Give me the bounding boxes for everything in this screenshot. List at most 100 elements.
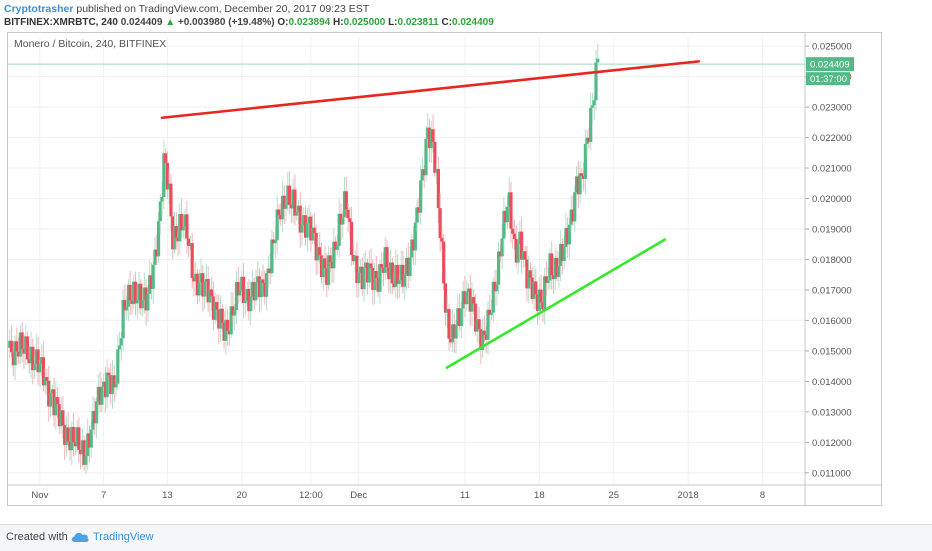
open-label: O: bbox=[277, 17, 289, 28]
tradingview-brand-link[interactable]: TradingView bbox=[93, 531, 154, 543]
candle-up bbox=[233, 309, 237, 316]
candle-up bbox=[466, 288, 471, 292]
candle-down bbox=[112, 375, 116, 388]
candle-down bbox=[179, 214, 184, 231]
candle-down bbox=[504, 210, 508, 223]
candle-down bbox=[93, 411, 97, 424]
y-tick-label: 0.013000 bbox=[812, 407, 852, 418]
author-link[interactable]: Cryptotrasher bbox=[4, 3, 74, 15]
last-price-tag bbox=[806, 57, 854, 72]
candle-up bbox=[151, 264, 155, 289]
candle-up bbox=[341, 217, 345, 225]
x-tick-label: Dec bbox=[350, 490, 367, 501]
candle-up bbox=[342, 191, 347, 218]
y-tick-label: 0.022000 bbox=[812, 133, 852, 144]
symbol-info: BITFINEX:XMRBTC, 240 0.024409 ▲ +0.00398… bbox=[4, 17, 494, 28]
candle-down bbox=[484, 334, 488, 340]
candle-up bbox=[546, 280, 550, 284]
candle-down bbox=[144, 287, 148, 311]
candle-up bbox=[558, 244, 563, 267]
candle-up bbox=[13, 341, 17, 366]
candle-up bbox=[194, 273, 198, 282]
candle-down bbox=[479, 329, 483, 350]
candle-up bbox=[40, 357, 44, 364]
candle-up bbox=[259, 279, 263, 298]
candle-down bbox=[566, 227, 570, 245]
candle-up bbox=[388, 262, 393, 280]
price-chart[interactable]: 0.0250000.0240000.0230000.0220000.021000… bbox=[8, 33, 881, 505]
candle-down bbox=[385, 247, 389, 268]
chart-panel[interactable]: 0.0250000.0240000.0230000.0220000.021000… bbox=[7, 32, 882, 506]
candle-down bbox=[380, 264, 384, 268]
candle-up bbox=[266, 268, 270, 274]
candle-up bbox=[114, 383, 118, 388]
candle-down bbox=[555, 257, 559, 277]
candle-down bbox=[498, 251, 502, 257]
countdown-tag-text: 01:37:00 bbox=[810, 74, 847, 85]
candle-down bbox=[164, 153, 168, 163]
candle-down bbox=[392, 283, 396, 288]
candle-up bbox=[96, 386, 100, 402]
candle-up bbox=[537, 289, 541, 311]
candle-up bbox=[465, 291, 469, 305]
candle-down bbox=[541, 302, 545, 310]
publish-info: Cryptotrasher published on TradingView.c… bbox=[4, 3, 369, 15]
candle-down bbox=[47, 380, 51, 407]
candle-up bbox=[119, 338, 123, 346]
candle-down bbox=[387, 267, 391, 280]
candle-up bbox=[29, 346, 33, 364]
candle-down bbox=[231, 306, 235, 316]
candle-down bbox=[57, 404, 61, 427]
candle-up bbox=[86, 433, 90, 456]
candle-down bbox=[268, 268, 272, 274]
candle-down bbox=[433, 141, 437, 173]
candle-up bbox=[153, 249, 157, 265]
x-tick-label: 11 bbox=[460, 490, 470, 501]
candle-down bbox=[344, 191, 348, 210]
candle-up bbox=[295, 211, 299, 216]
x-tick-label: 2018 bbox=[678, 490, 699, 501]
candle-down bbox=[71, 426, 76, 442]
candle-down bbox=[263, 283, 267, 297]
candle-up bbox=[160, 196, 164, 202]
candle-up bbox=[202, 281, 207, 297]
x-tick-label: 7 bbox=[101, 490, 106, 501]
candle-down bbox=[139, 283, 143, 309]
candle-up bbox=[521, 251, 525, 260]
candle-down bbox=[427, 127, 432, 149]
candle-up bbox=[311, 227, 315, 241]
candle-down bbox=[580, 173, 584, 177]
support-trendline bbox=[445, 238, 667, 369]
candle-down bbox=[550, 253, 554, 276]
candle-down bbox=[349, 221, 354, 255]
candle-up bbox=[362, 268, 366, 290]
candle-down bbox=[247, 288, 251, 312]
candle-down bbox=[128, 284, 132, 301]
candle-down bbox=[293, 189, 297, 216]
candle-down bbox=[190, 243, 194, 278]
candle-down bbox=[571, 209, 575, 222]
candle-down bbox=[493, 281, 497, 292]
candle-down bbox=[61, 410, 65, 426]
candle-up bbox=[495, 284, 499, 292]
candle-up bbox=[148, 275, 152, 294]
candle-up bbox=[100, 386, 104, 405]
candle-up bbox=[50, 389, 54, 393]
candle-up bbox=[335, 245, 340, 250]
y-tick-label: 0.014000 bbox=[812, 377, 852, 388]
candle-down bbox=[187, 238, 191, 246]
tradingview-cloud-icon[interactable] bbox=[70, 530, 90, 544]
candle-down bbox=[25, 336, 30, 360]
candle-up bbox=[270, 239, 274, 274]
candle-up bbox=[445, 309, 449, 313]
candle-down bbox=[130, 300, 134, 305]
candle-down bbox=[417, 207, 421, 213]
candle-down bbox=[544, 276, 549, 284]
candle-down bbox=[68, 441, 72, 451]
candle-down bbox=[222, 322, 226, 341]
candle-down bbox=[587, 137, 591, 143]
x-tick-label: 18 bbox=[534, 490, 545, 501]
candle-up bbox=[188, 243, 193, 246]
x-tick-label: 20 bbox=[236, 490, 247, 501]
candle-down bbox=[360, 266, 364, 290]
